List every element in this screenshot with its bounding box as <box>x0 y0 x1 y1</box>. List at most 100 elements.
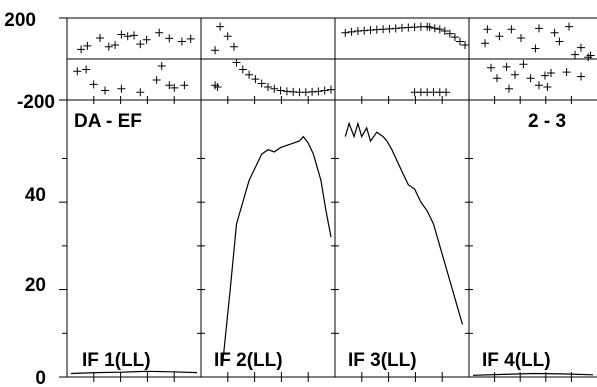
panel-3-scatter-point <box>440 27 449 35</box>
panel-4-scatter-point <box>493 74 501 83</box>
y-tick-label-0: 0 <box>35 368 46 387</box>
corner-label-left: DA - EF <box>74 111 142 132</box>
panel-2-scatter-point <box>232 58 241 67</box>
panel-1-scatter-point <box>165 81 174 90</box>
panel-1-scatter-point <box>157 62 166 70</box>
panel-2-scatter-point <box>257 79 266 88</box>
panel-1-scatter-point <box>101 86 110 95</box>
panel-3-scatter-point <box>341 28 350 37</box>
panel-1-scatter-point <box>111 41 120 49</box>
panel-4-scatter-point <box>547 69 555 77</box>
panel-2-scatter-point <box>308 87 317 96</box>
panel-2-scatter-point <box>270 84 279 93</box>
panel-2-scatter-point <box>314 87 323 96</box>
panel-4-scatter-point <box>535 24 543 33</box>
panel-1-scatter-point <box>186 34 195 43</box>
y-tick-label-200: 200 <box>4 10 36 31</box>
panel-label-3: IF 3(LL) <box>348 350 417 371</box>
panel-1-scatter-point <box>73 67 82 76</box>
panel-1-scatter-point <box>136 88 145 97</box>
panel-4-scatter-point <box>550 28 559 37</box>
panel-4-scatter-point <box>571 50 579 59</box>
panel-4-scatter-point <box>507 25 516 34</box>
panel-1-scatter-point <box>136 40 145 49</box>
panel-1-scatter-point <box>177 37 186 46</box>
panel-4-scatter-point <box>541 71 549 80</box>
panel-4-scatter-point <box>502 62 511 71</box>
panel-4-scatter-point <box>577 72 585 81</box>
panel-1-scatter-point <box>89 80 98 89</box>
panel-1-scatter-point <box>117 30 126 39</box>
panel-2-scatter-point <box>320 86 329 95</box>
panel-3-scatter-point <box>425 23 434 32</box>
panel-1-scatter-point <box>82 65 91 74</box>
panel-1-scatter-point <box>165 34 174 43</box>
panel-2-line <box>222 135 332 364</box>
panel-1-scatter-point <box>155 28 164 37</box>
panel-4-scatter-point <box>565 22 573 31</box>
plot-frame <box>66 17 597 378</box>
panel-4-scatter-point <box>483 25 492 34</box>
panel-3-scatter-point <box>455 37 464 46</box>
panel-1-scatter-point <box>117 84 126 93</box>
panel-3-scatter-point <box>461 41 469 49</box>
panel-2-scatter-point <box>238 65 247 74</box>
data-marks <box>70 22 595 376</box>
panel-4-scatter-point <box>586 51 595 60</box>
panel-1-scatter-point <box>142 35 151 44</box>
panel-2-scatter-point <box>211 81 220 90</box>
panel-label-2: IF 2(LL) <box>214 350 283 371</box>
panel-3-scatter-point <box>450 33 459 42</box>
panel-label-4: IF 4(LL) <box>482 350 551 371</box>
panel-4-scatter-point <box>535 81 543 90</box>
panel-4-scatter-point <box>555 37 564 46</box>
y-tick-label-minus-200: -200 <box>17 92 55 113</box>
panel-4-scatter-point <box>519 60 528 69</box>
panel-1-scatter-point <box>104 42 113 51</box>
panel-4-scatter-point <box>562 68 571 77</box>
panel-2-scatter-point <box>211 46 220 55</box>
panel-4-line <box>472 372 594 376</box>
panel-1-scatter-point <box>130 31 138 40</box>
panel-2-scatter-point <box>229 42 238 51</box>
panel-4-scatter-point <box>526 74 535 83</box>
panel-2-scatter-point <box>327 85 335 94</box>
axis-ticks <box>59 17 572 382</box>
panel-2-scatter-point <box>251 75 260 84</box>
panel-3-scatter-point <box>360 26 369 35</box>
panel-3-scatter-point <box>385 24 394 33</box>
panel-4-scatter-point <box>505 84 513 93</box>
panel-2-scatter-point <box>223 32 232 41</box>
y-tick-label-40: 40 <box>25 185 46 206</box>
panel-3-scatter-point <box>391 24 400 33</box>
panel-4-scatter-point <box>543 83 552 91</box>
y-tick-label-20: 20 <box>25 275 46 296</box>
panel-4-scatter-point <box>577 43 585 52</box>
corner-label-right: 2 - 3 <box>528 111 566 132</box>
panel-4-scatter-point <box>495 32 504 41</box>
panel-4-scatter-point <box>517 34 525 42</box>
panel-1-scatter-point <box>170 83 179 92</box>
panel-3-scatter-point <box>435 25 444 34</box>
panel-3-scatter-point <box>445 29 454 38</box>
panel-2-scatter-point <box>282 87 291 96</box>
panel-4-scatter-point <box>487 63 495 72</box>
panel-2-scatter-point <box>276 86 285 95</box>
panel-1-scatter-point <box>95 34 104 42</box>
panel-3-scatter-point <box>442 88 451 97</box>
panel-1-scatter-point <box>83 41 92 50</box>
panel-label-1: IF 1(LL) <box>82 350 151 371</box>
panel-1-line <box>70 370 198 375</box>
panel-1-scatter-point <box>77 45 86 54</box>
panel-4-scatter-point <box>531 44 540 53</box>
panel-1-scatter-point <box>180 81 189 90</box>
panel-3-scatter-point <box>366 26 375 35</box>
panel-3-line <box>344 121 464 325</box>
panel-3-scatter-point <box>430 24 439 33</box>
panel-4-scatter-point <box>481 39 489 48</box>
panel-2-scatter-point <box>264 83 272 91</box>
panel-1-scatter-point <box>123 32 132 41</box>
panel-2-scatter-point <box>216 22 225 31</box>
panel-4-scatter-point <box>511 70 519 79</box>
